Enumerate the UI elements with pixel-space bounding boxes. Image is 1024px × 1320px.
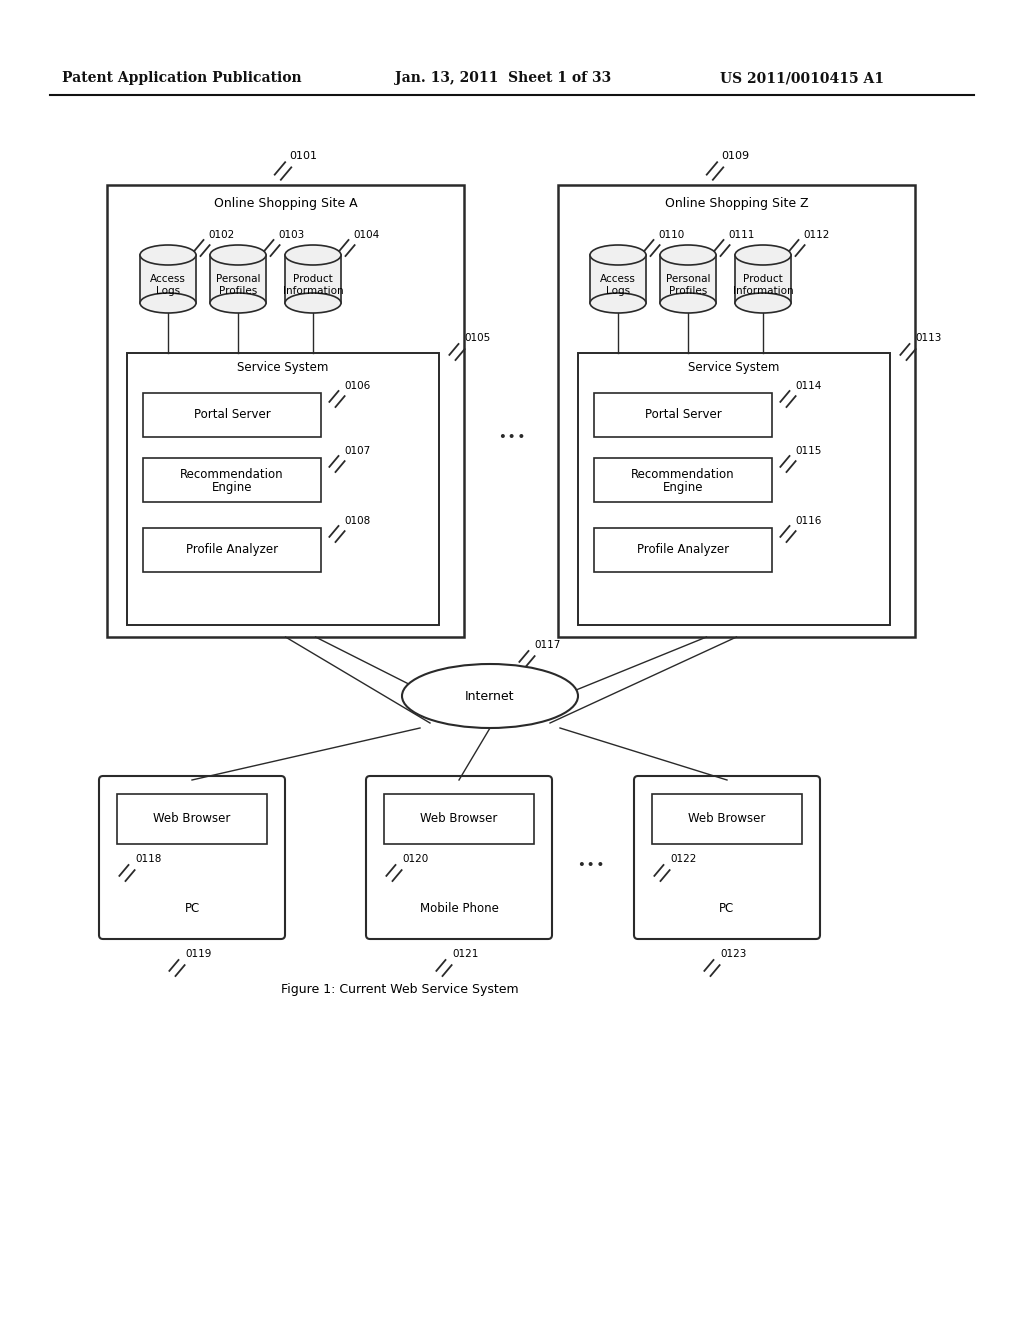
Bar xyxy=(143,393,321,437)
Bar xyxy=(578,352,890,624)
Text: Profiles: Profiles xyxy=(219,286,257,296)
Text: 0110: 0110 xyxy=(658,230,684,240)
Text: Information: Information xyxy=(283,286,343,296)
Bar xyxy=(143,528,321,572)
Text: 0102: 0102 xyxy=(208,230,234,240)
Text: 0118: 0118 xyxy=(135,854,162,865)
Text: Web Browser: Web Browser xyxy=(688,813,766,825)
Ellipse shape xyxy=(735,293,791,313)
Text: 0114: 0114 xyxy=(795,381,821,391)
Ellipse shape xyxy=(285,293,341,313)
Text: Product: Product xyxy=(293,275,333,284)
Bar xyxy=(127,352,439,624)
Ellipse shape xyxy=(285,246,341,265)
Text: Personal: Personal xyxy=(216,275,260,284)
Ellipse shape xyxy=(590,293,646,313)
Text: Profiles: Profiles xyxy=(669,286,708,296)
Bar xyxy=(285,255,341,304)
Text: US 2011/0010415 A1: US 2011/0010415 A1 xyxy=(720,71,884,84)
Text: Service System: Service System xyxy=(688,360,779,374)
Ellipse shape xyxy=(660,293,716,313)
Ellipse shape xyxy=(402,664,578,729)
Bar xyxy=(143,458,321,502)
Text: Personal: Personal xyxy=(666,275,711,284)
Bar xyxy=(117,795,267,843)
Text: PC: PC xyxy=(720,902,734,915)
Ellipse shape xyxy=(660,246,716,265)
Text: Portal Server: Portal Server xyxy=(194,408,270,421)
FancyBboxPatch shape xyxy=(634,776,820,939)
Ellipse shape xyxy=(140,246,196,265)
Bar xyxy=(735,255,791,304)
Text: Mobile Phone: Mobile Phone xyxy=(420,902,499,915)
Text: 0123: 0123 xyxy=(720,949,746,960)
Text: Access: Access xyxy=(600,275,636,284)
Text: Internet: Internet xyxy=(465,689,515,702)
Text: 0106: 0106 xyxy=(344,381,371,391)
Ellipse shape xyxy=(590,246,646,265)
Text: 0112: 0112 xyxy=(803,230,829,240)
Text: Web Browser: Web Browser xyxy=(154,813,230,825)
Text: Recommendation: Recommendation xyxy=(631,467,735,480)
Text: Access: Access xyxy=(151,275,186,284)
Text: ...: ... xyxy=(577,842,605,874)
Text: Recommendation: Recommendation xyxy=(180,467,284,480)
Bar xyxy=(594,528,772,572)
Text: Profile Analyzer: Profile Analyzer xyxy=(637,544,729,557)
Bar xyxy=(594,458,772,502)
Ellipse shape xyxy=(140,293,196,313)
Bar xyxy=(594,393,772,437)
Text: 0107: 0107 xyxy=(344,446,371,455)
Text: ...: ... xyxy=(498,414,526,446)
Text: 0108: 0108 xyxy=(344,516,371,525)
Bar xyxy=(106,185,464,638)
Bar xyxy=(384,795,534,843)
Text: 0113: 0113 xyxy=(915,333,941,343)
Text: Web Browser: Web Browser xyxy=(420,813,498,825)
Bar xyxy=(140,255,196,304)
Ellipse shape xyxy=(210,293,266,313)
Text: 0109: 0109 xyxy=(721,150,750,161)
Text: Logs: Logs xyxy=(606,286,630,296)
Text: 0103: 0103 xyxy=(278,230,304,240)
Text: Logs: Logs xyxy=(156,286,180,296)
Text: 0115: 0115 xyxy=(795,446,821,455)
Bar xyxy=(590,255,646,304)
Text: 0111: 0111 xyxy=(728,230,755,240)
Text: Figure 1: Current Web Service System: Figure 1: Current Web Service System xyxy=(282,983,519,997)
Text: Information: Information xyxy=(733,286,794,296)
Ellipse shape xyxy=(735,246,791,265)
Text: Profile Analyzer: Profile Analyzer xyxy=(186,544,279,557)
Text: Engine: Engine xyxy=(663,482,703,495)
Text: Online Shopping Site Z: Online Shopping Site Z xyxy=(665,197,808,210)
Text: PC: PC xyxy=(184,902,200,915)
Text: 0122: 0122 xyxy=(670,854,696,865)
Text: 0101: 0101 xyxy=(289,150,317,161)
Text: Portal Server: Portal Server xyxy=(645,408,721,421)
Text: 0105: 0105 xyxy=(464,333,490,343)
Text: Jan. 13, 2011  Sheet 1 of 33: Jan. 13, 2011 Sheet 1 of 33 xyxy=(395,71,611,84)
Text: 0121: 0121 xyxy=(452,949,478,960)
Text: 0117: 0117 xyxy=(534,640,560,649)
FancyBboxPatch shape xyxy=(99,776,285,939)
Bar xyxy=(558,185,915,638)
Text: 0116: 0116 xyxy=(795,516,821,525)
Ellipse shape xyxy=(210,246,266,265)
FancyBboxPatch shape xyxy=(366,776,552,939)
Text: Online Shopping Site A: Online Shopping Site A xyxy=(214,197,357,210)
Text: 0119: 0119 xyxy=(185,949,211,960)
Bar xyxy=(660,255,716,304)
Text: Service System: Service System xyxy=(238,360,329,374)
Text: Product: Product xyxy=(743,275,783,284)
Text: Engine: Engine xyxy=(212,482,252,495)
Bar xyxy=(652,795,802,843)
Text: Patent Application Publication: Patent Application Publication xyxy=(62,71,302,84)
Text: 0120: 0120 xyxy=(402,854,428,865)
Text: 0104: 0104 xyxy=(353,230,379,240)
Bar xyxy=(210,255,266,304)
